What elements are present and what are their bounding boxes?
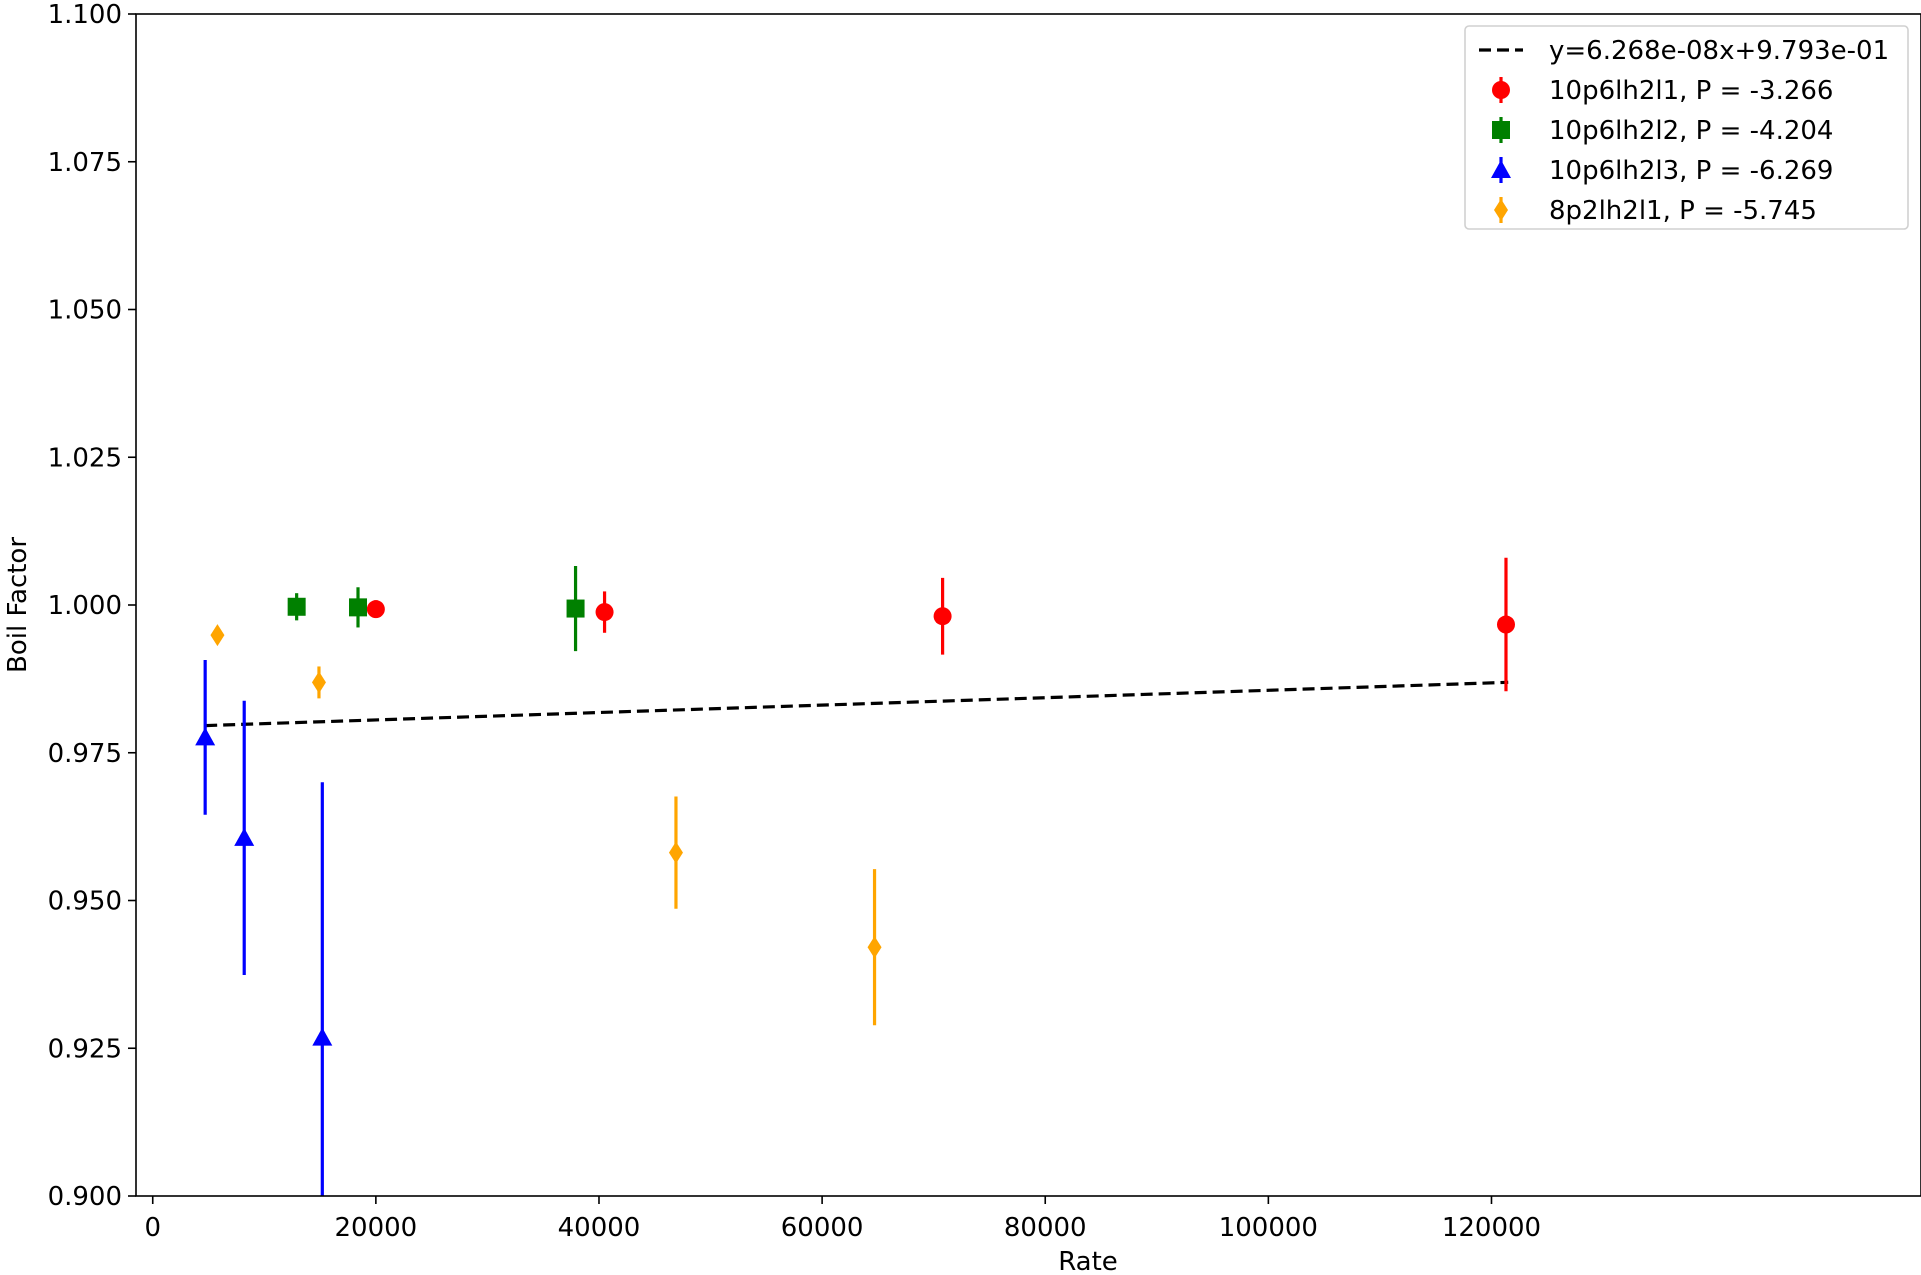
data-point: [312, 1027, 333, 1046]
y-tick-label: 1.000: [48, 591, 122, 621]
data-point: [1496, 615, 1515, 634]
x-tick-label: 120000: [1442, 1213, 1541, 1243]
legend-label: y=6.268e-08x+9.793e-01: [1549, 36, 1889, 66]
y-tick-label: 0.925: [48, 1034, 122, 1064]
y-tick-label: 1.075: [48, 148, 122, 178]
y-tick-label: 0.900: [48, 1182, 122, 1212]
legend-label: 10p6lh2l3, P = -6.269: [1549, 156, 1833, 186]
legend: y=6.268e-08x+9.793e-01 10p6lh2l1, P = -3.…: [1464, 25, 1909, 230]
data-point: [287, 597, 306, 616]
series-4: [210, 624, 882, 1026]
x-axis-ticks: 0 20000 40000 60000 80000 100000 120000: [144, 1196, 1541, 1243]
data-point: [366, 600, 385, 619]
x-tick-label: 60000: [781, 1213, 864, 1243]
y-tick-label: 1.025: [48, 443, 122, 473]
x-tick-label: 80000: [1004, 1213, 1087, 1243]
data-point: [668, 841, 683, 864]
legend-swatch-marker: [1492, 121, 1510, 139]
y-tick-label: 0.950: [48, 887, 122, 917]
legend-label: 10p6lh2l2, P = -4.204: [1549, 116, 1833, 146]
legend-swatch-marker: [1492, 81, 1510, 99]
data-point: [867, 936, 882, 959]
y-axis-ticks: 0.900 0.925 0.950 0.975 1.000 1.025 1.050 1.075…: [48, 0, 136, 1212]
x-tick-label: 20000: [335, 1213, 418, 1243]
x-tick-label: 0: [144, 1213, 161, 1243]
y-tick-label: 0.975: [48, 739, 122, 769]
legend-swatch-marker: [1494, 199, 1508, 221]
y-tick-label: 1.050: [48, 296, 122, 326]
series-1: [366, 557, 1515, 692]
series-2: [287, 565, 585, 652]
data-point: [595, 603, 614, 622]
legend-swatch-marker: [1491, 160, 1511, 178]
series-3: [195, 659, 333, 1196]
data-point: [349, 598, 368, 617]
legend-box: [1464, 25, 1909, 230]
plot-frame: [135, 13, 1921, 1197]
y-axis-title: Boil Factor: [3, 537, 33, 673]
legend-label: 8p2lh2l1, P = -5.745: [1549, 196, 1817, 226]
data-point: [311, 671, 326, 694]
data-point: [234, 827, 255, 846]
data-point: [210, 624, 225, 647]
y-tick-label: 1.100: [48, 0, 122, 30]
x-tick-label: 40000: [558, 1213, 641, 1243]
x-tick-label: 100000: [1219, 1213, 1318, 1243]
data-point: [566, 599, 585, 618]
plot-area: [195, 557, 1515, 1196]
x-axis-title: Rate: [1058, 1247, 1118, 1275]
data-point: [933, 607, 952, 626]
legend-label: 10p6lh2l1, P = -3.266: [1549, 76, 1833, 106]
fit-line: [205, 680, 1509, 728]
data-point: [195, 727, 216, 746]
